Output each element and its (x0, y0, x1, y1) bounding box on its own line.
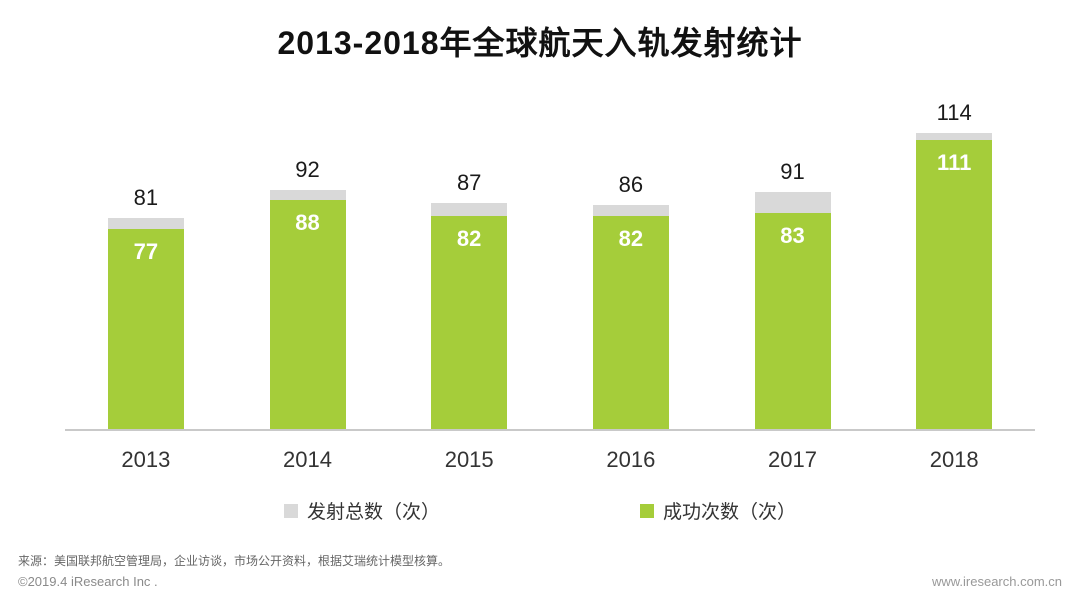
total-value-label: 114 (936, 99, 972, 125)
bar-group-2014: 92 88 (227, 88, 389, 429)
total-bar-segment (916, 132, 993, 141)
success-value-label: 88 (295, 210, 320, 236)
bar-group-2017: 91 83 (712, 88, 874, 429)
legend-item-1: 成功次数（次） (640, 497, 796, 524)
x-axis-label-2015: 2015 (444, 447, 494, 472)
total-value-label: 91 (780, 159, 805, 185)
success-value-label: 83 (780, 223, 805, 249)
success-bar-segment: 77 (107, 228, 184, 429)
copyright: ©2019.4 iResearch Inc . (18, 574, 158, 589)
plot-area: 81 77 92 88 87 82 86 82 91 83 114 111 2013 2014 2015 2… (65, 88, 1035, 472)
bar-group-2013: 81 77 (65, 88, 227, 429)
total-value-label: 81 (133, 185, 159, 211)
x-axis-line (65, 429, 1035, 431)
total-bar-segment (269, 189, 346, 201)
legend: 发射总数（次） 成功次数（次） (0, 497, 1080, 524)
x-axis-label-2018: 2018 (929, 447, 979, 472)
success-bar-segment: 111 (916, 140, 993, 429)
total-value-label: 86 (618, 172, 644, 198)
success-bar-segment: 83 (754, 213, 831, 429)
bar-group-2015: 87 82 (388, 88, 550, 429)
source-note: 来源：美国联邦航空管理局，企业访谈，市场公开资料，根据艾瑞统计模型核算。 (18, 554, 451, 568)
bar-group-2018: 114 111 (873, 88, 1035, 429)
x-axis-label-2013: 2013 (121, 447, 171, 472)
x-axis-label-2016: 2016 (606, 447, 656, 472)
success-value-label: 111 (937, 150, 972, 176)
total-value-label: 87 (456, 169, 482, 195)
website-link[interactable]: www.iresearch.com.cn (931, 574, 1062, 589)
bars-container: 81 77 92 88 87 82 86 82 91 83 114 111 (65, 88, 1035, 429)
success-value-label: 82 (618, 225, 644, 251)
x-axis-labels: 2013 2014 2015 2016 2017 2018 (65, 447, 1035, 473)
total-bar-segment (431, 202, 508, 216)
legend-swatch-icon (283, 503, 298, 518)
legend-swatch-icon (640, 503, 654, 518)
success-value-label: 82 (456, 225, 482, 251)
total-bar-segment (107, 218, 184, 229)
total-bar-segment (592, 205, 669, 216)
success-bar-segment: 88 (269, 200, 346, 429)
success-bar-segment: 82 (592, 215, 669, 429)
legend-label: 成功次数（次） (663, 502, 797, 523)
total-bar-segment (754, 192, 831, 214)
total-value-label: 92 (295, 156, 320, 182)
bar-group-2016: 86 82 (550, 88, 712, 429)
success-bar-segment: 82 (431, 215, 508, 429)
x-axis-label-2017: 2017 (768, 447, 817, 472)
footer: ©2019.4 iResearch Inc . www.iresearch.co… (18, 574, 1062, 589)
legend-label: 发射总数（次） (306, 502, 440, 523)
x-axis-label-2014: 2014 (283, 447, 332, 472)
success-value-label: 77 (133, 238, 159, 264)
chart-title: 2013-2018年全球航天入轨发射统计 (277, 25, 803, 61)
legend-item-0: 发射总数（次） (283, 497, 440, 524)
